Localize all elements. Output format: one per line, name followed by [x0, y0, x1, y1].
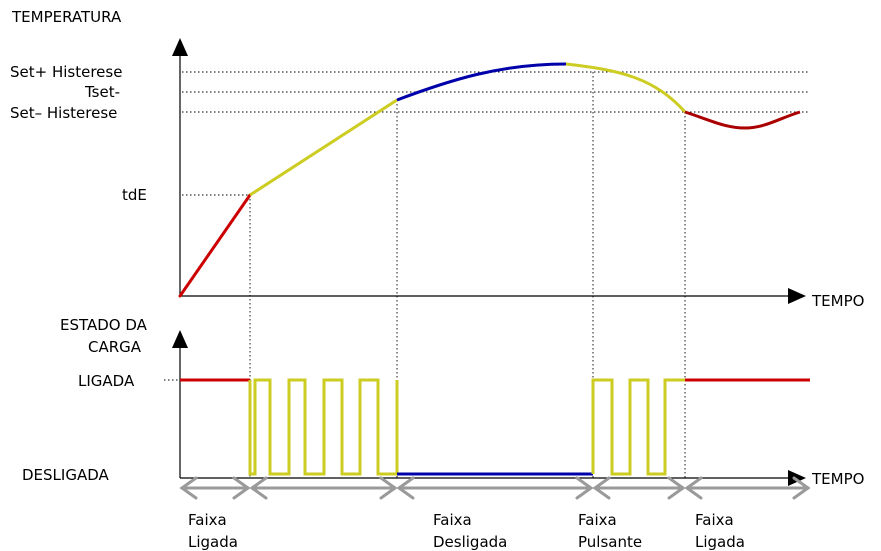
temperature-curve-fall-pulse — [565, 62, 687, 113]
band-arrow-ligada-1 — [179, 476, 251, 500]
temperature-curve-rise-pulse — [249, 98, 398, 197]
time-axis-label-top: TEMPO — [811, 292, 864, 310]
band-arrow-pulsante — [592, 476, 686, 500]
load-state-axis-arrowhead — [172, 330, 188, 348]
temperature-curve-rise-on — [178, 193, 252, 298]
band-arrow-ligada-2 — [684, 476, 811, 500]
temperature-curve-settle-on — [684, 110, 801, 130]
load-on-label: LIGADA — [78, 372, 135, 390]
band-label-desligada-line2: Desligada — [433, 533, 507, 551]
band-label-pulsante-line2: Pulsante — [578, 533, 642, 551]
set-minus-label: Set– Histerese — [10, 104, 117, 122]
time-axis-top-arrowhead — [788, 288, 806, 304]
load-state-pulse-1 — [248, 378, 399, 476]
tde-label: tdE — [122, 186, 147, 204]
band-arrow-desligada — [396, 476, 594, 500]
temperature-curve-off — [396, 62, 567, 102]
load-state-axis-label-line1: ESTADO DA — [60, 316, 148, 334]
load-state-axis-label-line2: CARGA — [88, 338, 142, 356]
band-label-desligada-line1: Faixa — [433, 511, 472, 529]
tset-label: Tset- — [84, 83, 120, 101]
load-off-label: DESLIGADA — [22, 466, 110, 484]
temperature-axis-arrowhead — [172, 38, 188, 56]
time-axis-bottom-arrowhead — [788, 470, 806, 486]
band-label-pulsante-line1: Faixa — [578, 511, 617, 529]
band-label-ligada-1-line1: Faixa — [188, 511, 227, 529]
load-state-pulse-2 — [591, 378, 685, 476]
band-label-ligada-2-line1: Faixa — [695, 511, 734, 529]
temperature-axis-label: TEMPERATURA — [11, 8, 122, 26]
band-arrow-pulse-1 — [249, 476, 398, 500]
time-axis-label-bottom: TEMPO — [811, 470, 864, 488]
band-label-ligada-2-line2: Ligada — [695, 533, 745, 551]
band-label-ligada-1-line2: Ligada — [188, 533, 238, 551]
set-plus-label: Set+ Histerese — [10, 63, 122, 81]
